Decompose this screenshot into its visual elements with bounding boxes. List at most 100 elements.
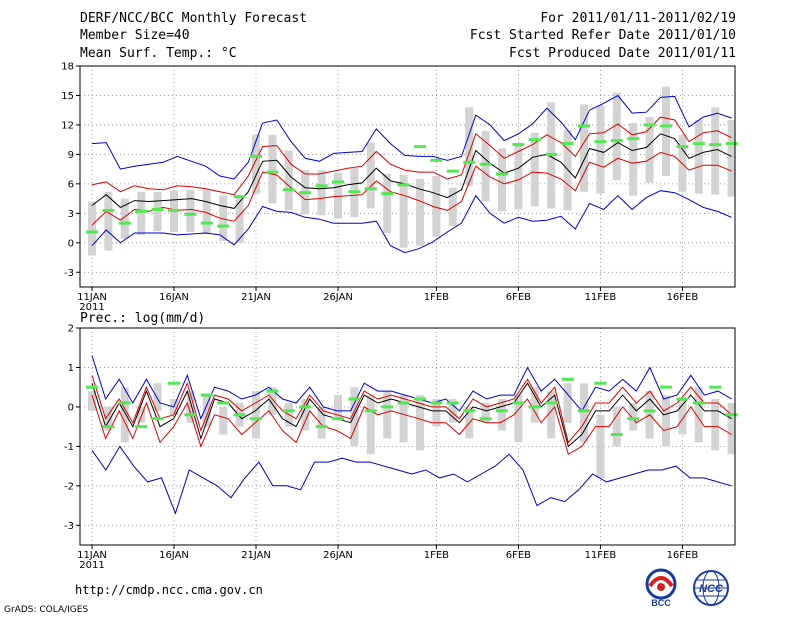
- forecast-period: For 2011/01/11-2011/02/19: [540, 11, 736, 26]
- spread-box: [202, 189, 211, 234]
- y-tick-label: 3: [68, 209, 74, 220]
- spread-box: [202, 395, 211, 427]
- spread-box: [612, 92, 621, 180]
- spread-box: [219, 195, 228, 241]
- spread-box: [678, 399, 687, 435]
- forecast-title: DERF/NCC/BCC Monthly Forecast: [80, 11, 307, 26]
- spread-box: [301, 399, 310, 431]
- spread-box: [530, 132, 539, 207]
- x-tick-label: 16JAN: [159, 550, 189, 561]
- series-max-line: [91, 94, 732, 180]
- y-tick-label: -1: [64, 442, 74, 453]
- series-ctl-line: [91, 133, 732, 209]
- spread-box: [727, 402, 736, 455]
- y-tick-label: -3: [64, 521, 74, 532]
- x-tick-label: 11FEB: [585, 292, 617, 303]
- series-plus_std-line: [91, 375, 732, 444]
- spread-box: [235, 197, 244, 243]
- spread-box: [694, 387, 703, 443]
- grads-credit: GrADS: COLA/IGES: [4, 605, 89, 615]
- x-tick-label: 21JAN: [241, 550, 271, 561]
- spread-box: [694, 120, 703, 194]
- series-max-line: [91, 355, 732, 421]
- y-tick-label: 15: [61, 91, 74, 102]
- spread-box: [153, 383, 162, 411]
- spread-box: [481, 130, 490, 202]
- spread-box: [727, 120, 736, 197]
- spread-box: [219, 406, 228, 435]
- spread-box: [383, 174, 392, 233]
- x-tick-label: 6FEB: [506, 550, 531, 561]
- spread-box: [186, 189, 195, 232]
- spread-box: [153, 191, 162, 232]
- series-minus_std-line: [91, 394, 732, 456]
- spread-box: [612, 406, 621, 447]
- spread-box: [432, 176, 441, 237]
- spread-box: [563, 383, 572, 423]
- precipitation-variable-label: Prec.: log(mm/d): [80, 311, 205, 326]
- x-tick-label: 11FEB: [585, 550, 617, 561]
- spread-box: [432, 399, 441, 427]
- ncc-logo-text: NCC: [699, 583, 724, 595]
- x-tick-label: 16JAN: [159, 292, 189, 303]
- source-url[interactable]: http://cmdp.ncc.cma.gov.cn: [75, 583, 263, 597]
- x-tick-label: 16FEB: [667, 292, 699, 303]
- spread-box: [350, 387, 359, 447]
- spread-box: [662, 395, 670, 447]
- year-label: 2011: [79, 302, 104, 313]
- y-tick-label: 1: [68, 363, 74, 374]
- temperature-variable-label: Mean Surf. Temp.: °C: [80, 46, 237, 61]
- spread-box: [596, 105, 605, 194]
- spread-box: [498, 148, 506, 212]
- spread-box: [268, 387, 277, 415]
- spread-box: [317, 406, 326, 439]
- x-tick-label: 1FEB: [424, 292, 449, 303]
- spread-box: [711, 399, 720, 451]
- spread-box: [514, 143, 523, 210]
- spread-box: [317, 170, 326, 216]
- spread-box: [596, 414, 605, 478]
- ncc-logo-icon: NCC: [693, 570, 729, 606]
- spread-box: [580, 104, 588, 192]
- year-label: 2011: [79, 560, 104, 571]
- x-tick-label: 11JAN: [77, 550, 107, 561]
- x-tick-label: 26JAN: [323, 550, 353, 561]
- x-tick-label: 21JAN: [241, 292, 271, 303]
- chart-panel-2: -3 -2 -1 0 1 2 11JAN 16JAN 21JAN 26JAN 1FEB 6FEB 11F…: [64, 311, 738, 571]
- spread-box: [514, 395, 523, 443]
- spread-box: [399, 395, 408, 443]
- series-min-line: [91, 445, 732, 515]
- spread-box: [498, 399, 506, 431]
- y-tick-label: 2: [68, 324, 74, 335]
- series-plus_std-line: [91, 116, 732, 196]
- y-tick-label: 12: [61, 120, 74, 131]
- spread-box: [334, 395, 342, 419]
- spread-box: [530, 387, 539, 423]
- member-size-label: Member Size=40: [80, 28, 190, 43]
- plot-frame: [79, 327, 736, 546]
- spread-box: [137, 191, 146, 235]
- x-tick-label: 6FEB: [506, 292, 531, 303]
- series-ctl-line: [91, 382, 732, 448]
- y-tick-label: -2: [64, 481, 74, 492]
- spread-box: [383, 391, 392, 439]
- bcc-logo-icon: BCC: [645, 568, 677, 608]
- y-tick-label: -3: [64, 268, 74, 279]
- forecast-start-date: Fcst Started Refer Date 2011/01/10: [469, 28, 736, 43]
- x-tick-label: 1FEB: [424, 550, 449, 561]
- spread-box: [416, 178, 424, 246]
- y-tick-label: 18: [61, 62, 74, 73]
- spread-box: [284, 150, 293, 211]
- spread-box: [366, 395, 375, 455]
- spread-box: [711, 107, 720, 195]
- series-minus_std-line: [91, 151, 732, 226]
- spread-box: [334, 173, 342, 219]
- spread-box: [104, 406, 113, 431]
- spread-box: [481, 402, 490, 423]
- spread-box: [547, 391, 556, 439]
- chart-panel-1: -3 0 3 6 9 12 15 18 11JAN 16JAN 21JAN 26JAN 1FEB 6FEB…: [61, 62, 738, 313]
- y-tick-label: 0: [68, 402, 74, 413]
- spread-box: [399, 175, 408, 248]
- spread-box: [580, 383, 588, 443]
